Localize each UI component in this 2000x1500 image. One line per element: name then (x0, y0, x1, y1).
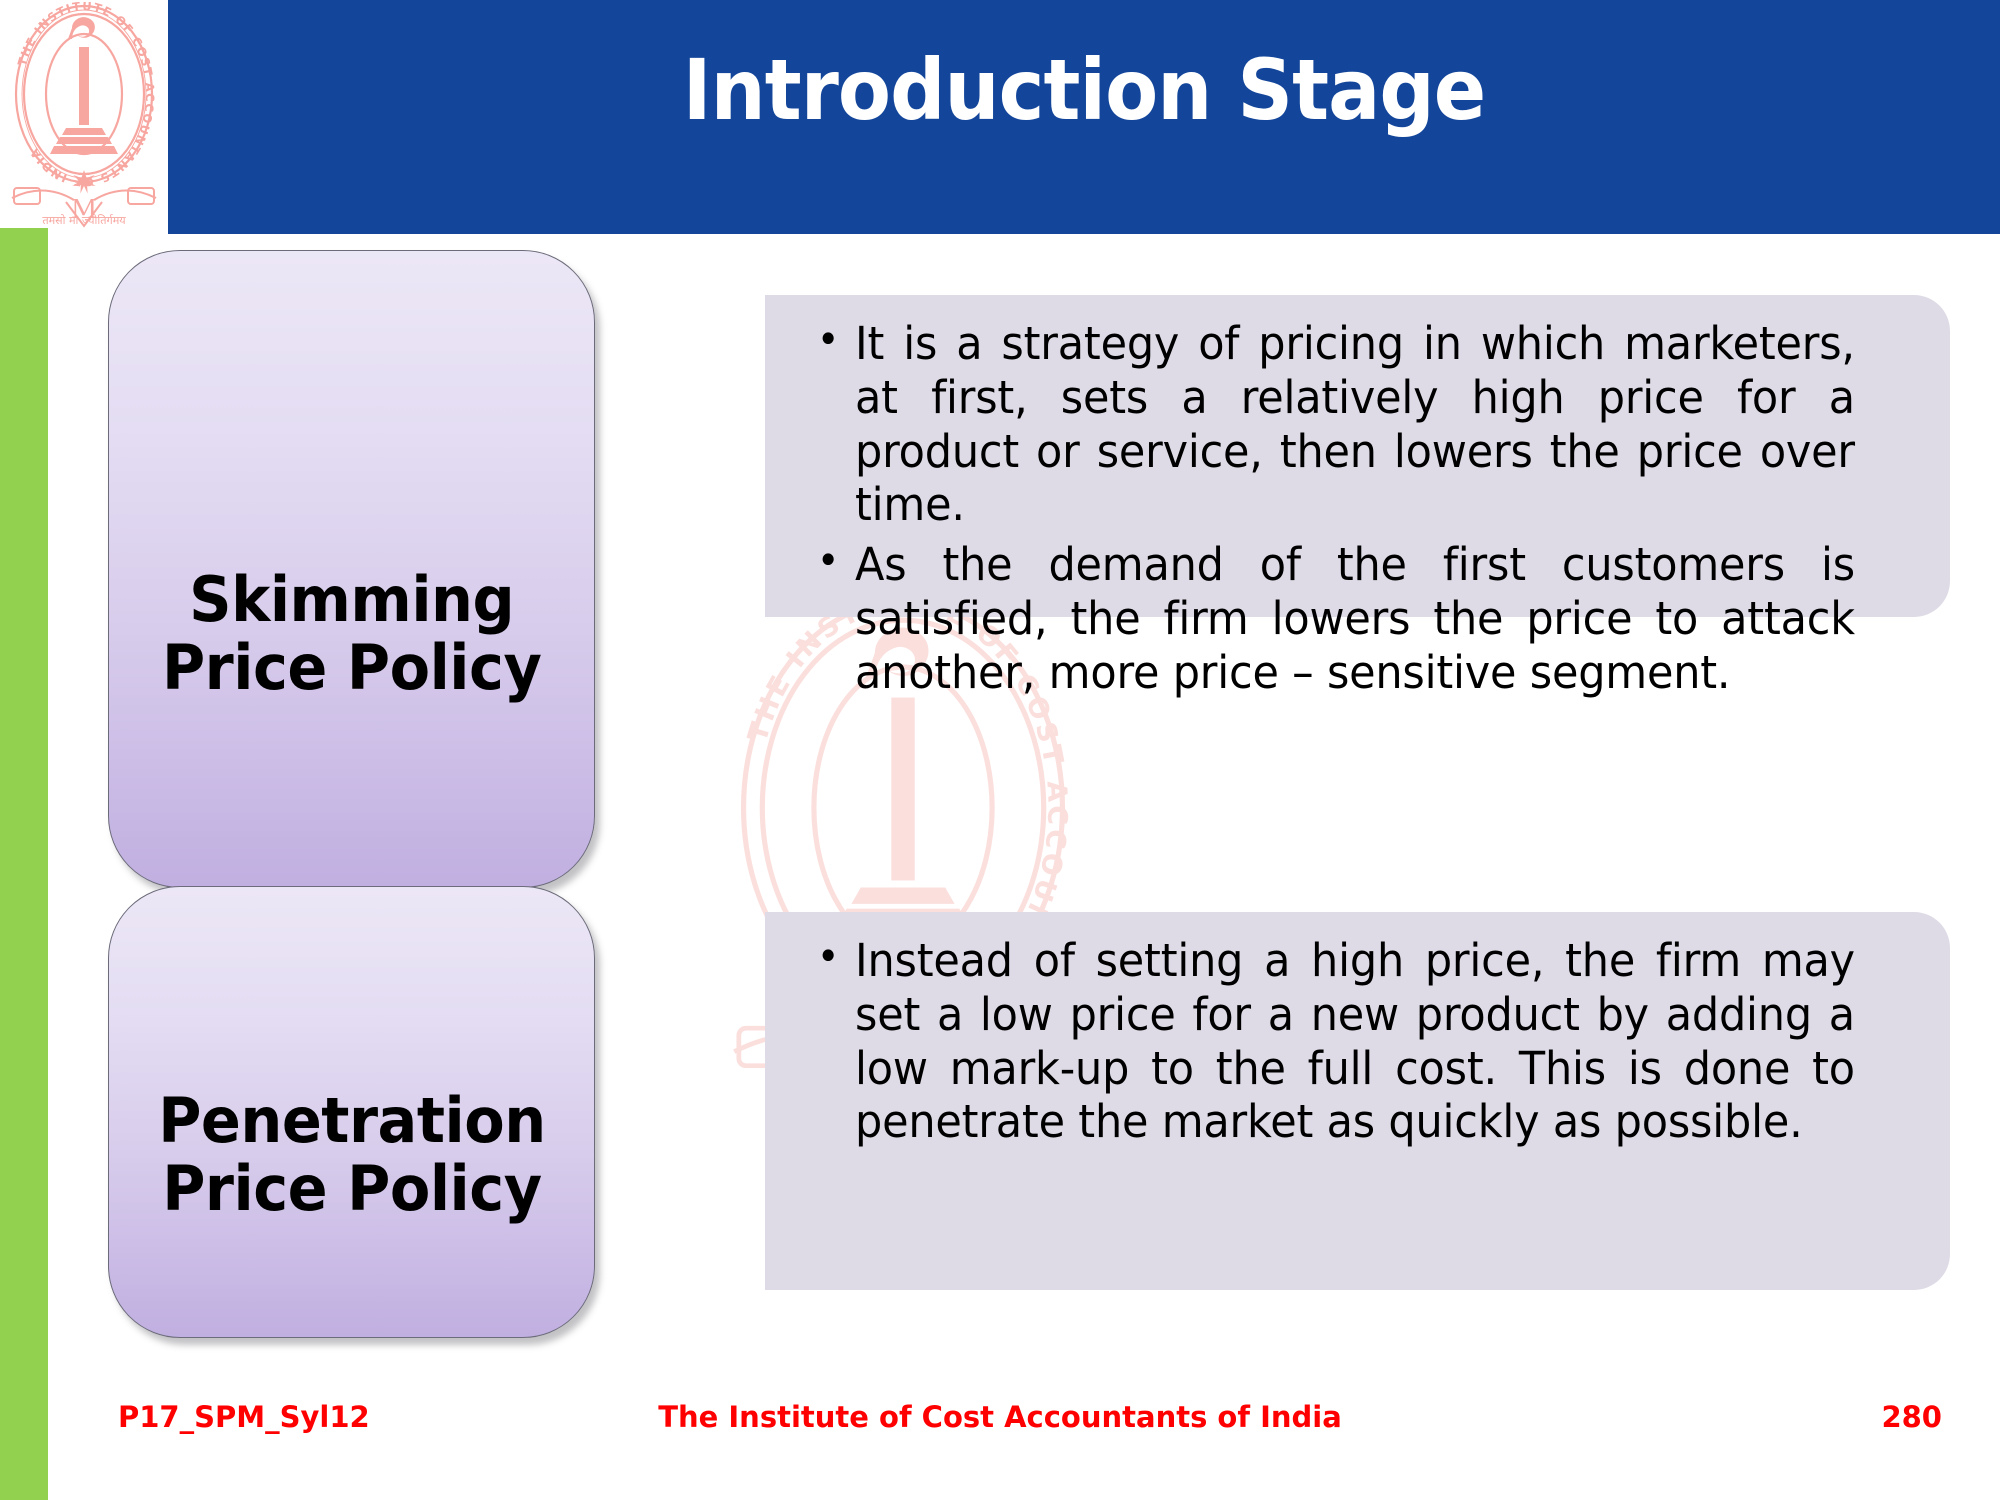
slide-footer: P17_SPM_Syl12 The Institute of Cost Acco… (0, 1400, 2000, 1460)
policy-label-line-1: Penetration (157, 1083, 546, 1157)
policy-card-skimming[interactable]: Skimming Price Policy (108, 250, 595, 888)
policy-label-line-1: Skimming (188, 562, 515, 636)
page-title: Introduction Stage (682, 41, 1486, 139)
policy-card-penetration[interactable]: Penetration Price Policy (108, 886, 595, 1338)
policy-description-skimming: It is a strategy of pricing in which mar… (765, 295, 1950, 699)
policy-description-penetration: Instead of setting a high price, the fir… (765, 912, 1950, 1290)
policy-label-line-2: Price Policy (161, 1152, 542, 1225)
policy-card-label: Penetration Price Policy (157, 1083, 546, 1225)
list-item: Instead of setting a high price, the fir… (813, 932, 1855, 1149)
svg-text:M: M (71, 195, 98, 225)
policy-label-line-2: Price Policy (161, 631, 542, 704)
footer-institute-name: The Institute of Cost Accountants of Ind… (658, 1400, 1342, 1434)
footer-subject-code: P17_SPM_Syl12 (118, 1400, 370, 1434)
list-item: As the demand of the first customers is … (813, 536, 1855, 699)
left-accent-strip (0, 228, 48, 1500)
policy-card-label: Skimming Price Policy (161, 562, 542, 704)
icai-logo-icon: तमसो मा ज्योतिर्गमय M THE INSTITUTE OF C… (4, 0, 164, 228)
bullet-list: Instead of setting a high price, the fir… (813, 932, 1904, 1149)
slide-header-bar: Introduction Stage (168, 0, 2000, 234)
svg-text:तमसो मा ज्योतिर्गमय: तमसो मा ज्योतिर्गमय (42, 214, 126, 227)
footer-page-number: 280 (1881, 1400, 1942, 1434)
bullet-list: It is a strategy of pricing in which mar… (813, 315, 1904, 699)
list-item: It is a strategy of pricing in which mar… (813, 315, 1855, 532)
